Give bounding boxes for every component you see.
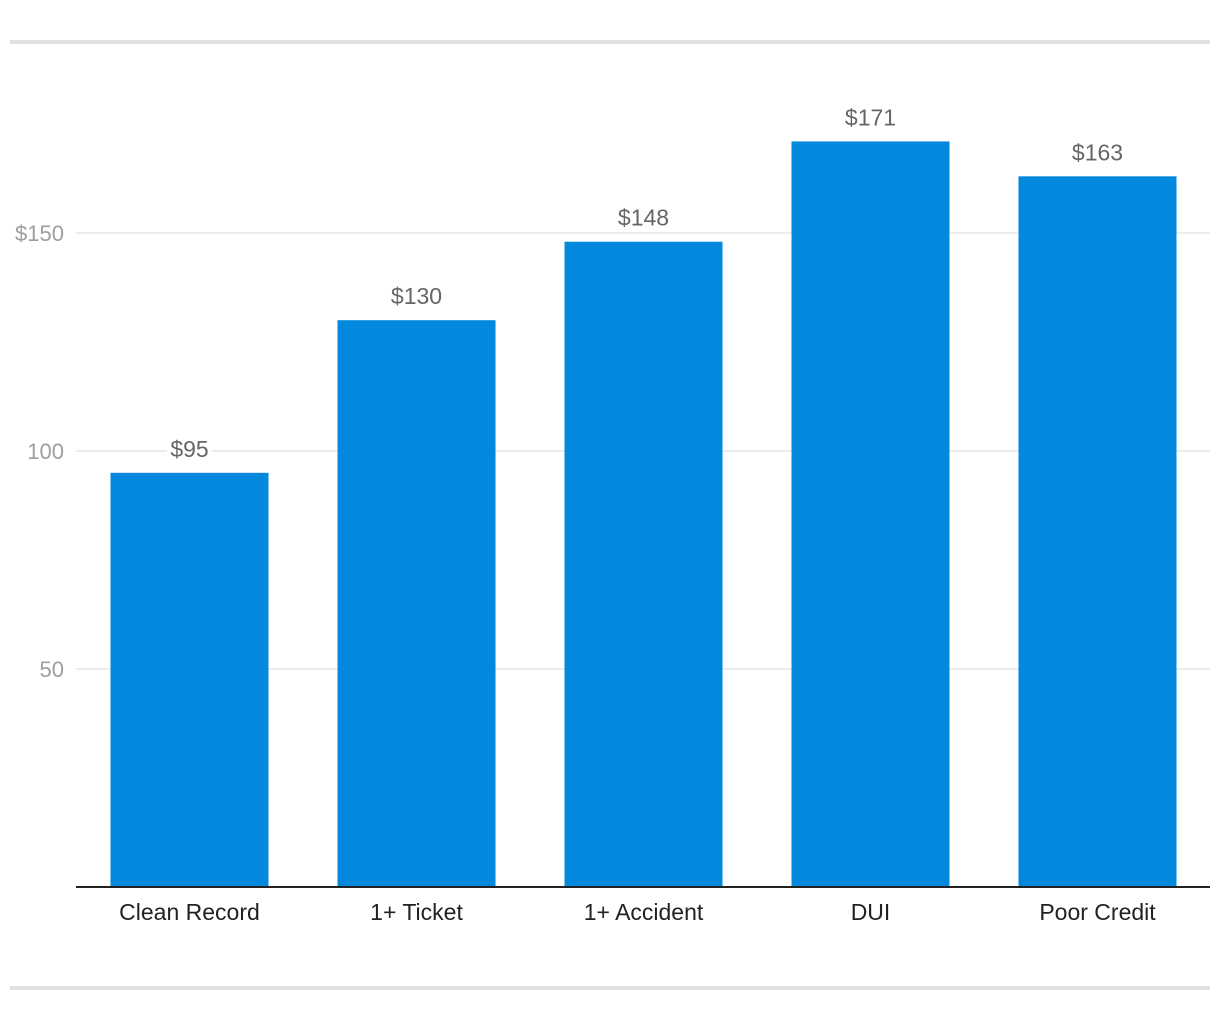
x-tick-label: DUI xyxy=(851,899,891,925)
bar xyxy=(337,320,496,887)
x-tick-label: Poor Credit xyxy=(1039,899,1156,925)
x-tick-label: 1+ Ticket xyxy=(370,899,463,925)
x-tick-label: 1+ Accident xyxy=(584,899,704,925)
data-label-halo: $171 xyxy=(845,104,896,130)
y-tick-label: $150 xyxy=(15,221,64,246)
x-tick-label: Clean Record xyxy=(119,899,260,925)
top-divider xyxy=(10,40,1210,44)
bar xyxy=(564,241,723,888)
data-label: $163 xyxy=(1072,139,1123,165)
data-label: $171 xyxy=(845,104,896,130)
data-label-halo: $130 xyxy=(391,283,442,309)
data-label-halo: $163 xyxy=(1072,139,1123,165)
data-label: $95 xyxy=(170,436,208,462)
bar xyxy=(110,472,269,887)
data-label: $148 xyxy=(618,205,669,231)
data-labels: $95$95$130$130$148$148$171$171$163$163 xyxy=(166,100,1127,465)
data-label: $130 xyxy=(391,283,442,309)
data-label-halo: $95 xyxy=(170,436,208,462)
x-axis-labels: Clean Record 1+ Ticket 1+ Accident DUI Poor … xyxy=(119,899,1156,925)
bars xyxy=(110,141,1177,888)
data-label-halo: $148 xyxy=(618,205,669,231)
bar xyxy=(791,141,950,887)
bar xyxy=(1018,176,1177,887)
y-axis-ticks: 50 100 $150 xyxy=(15,221,64,682)
y-tick-label: 50 xyxy=(40,657,64,682)
y-tick-label: 100 xyxy=(27,439,64,464)
bottom-divider xyxy=(10,986,1210,990)
